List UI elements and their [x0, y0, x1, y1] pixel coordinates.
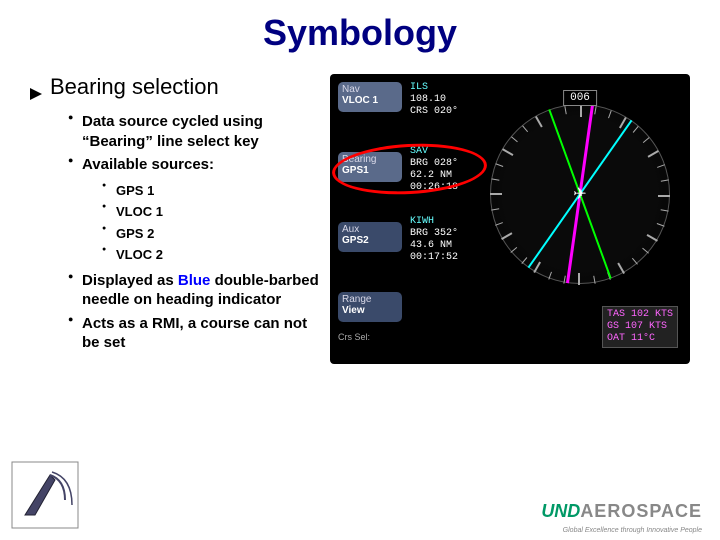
page-title: Symbology [0, 0, 720, 54]
bullet-item: Data source cycled using “Bearing” line … [68, 112, 320, 151]
section-heading-text: Bearing selection [50, 74, 219, 99]
data-line: SAV [410, 146, 458, 158]
bullet-text: Displayed as [82, 272, 178, 289]
data-line: 62.2 NM [410, 170, 458, 182]
section-heading: Bearing selection [30, 74, 320, 100]
data-line: 00:26:18 [410, 182, 458, 194]
bullet-list: Data source cycled using “Bearing” line … [30, 112, 320, 353]
highlight-text: Blue [178, 272, 211, 289]
softkey-range[interactable]: Range View [338, 292, 402, 322]
text-column: Bearing selection Data source cycled usi… [30, 74, 320, 364]
aircraft-icon: ✈ [573, 184, 586, 204]
hsi-gauge: ✈ 006 [480, 94, 680, 294]
oat-line: OAT 11°C [607, 333, 673, 345]
sub-bullet-list: GPS 1 VLOC 1 GPS 2 VLOC 2 [82, 181, 320, 265]
bullet-item: Displayed as Blue double-barbed needle o… [68, 271, 320, 310]
softkey-label: Range [342, 294, 398, 305]
data-line: 108.10 [410, 94, 458, 106]
softkey-nav[interactable]: Nav VLOC 1 [338, 82, 402, 112]
data-line: BRG 028° [410, 158, 458, 170]
data-line: CRS 020° [410, 106, 458, 118]
sub-bullet-item: GPS 2 [102, 224, 320, 244]
softkey-label: Nav [342, 84, 398, 95]
softkey-bearing[interactable]: Bearing GPS1 [338, 152, 402, 182]
sub-bullet-item: VLOC 2 [102, 245, 320, 265]
bullet-item: Available sources: GPS 1 VLOC 1 GPS 2 VL… [68, 155, 320, 265]
data-line: ILS [410, 82, 458, 94]
logo-aerospace: AEROSPACE [580, 501, 702, 521]
gs-line: GS 107 KTS [607, 321, 673, 333]
logo-und: UND [541, 501, 580, 521]
softkey-label: Bearing [342, 154, 398, 165]
speed-data-block: TAS 102 KTS GS 107 KTS OAT 11°C [602, 306, 678, 348]
softkey-value: VLOC 1 [342, 95, 398, 106]
data-line: 00:17:52 [410, 252, 458, 264]
data-line: 43.6 NM [410, 240, 458, 252]
bullet-item: Acts as a RMI, a course can not be set [68, 314, 320, 353]
sub-bullet-item: VLOC 1 [102, 202, 320, 222]
arrow-bullet-icon [30, 80, 44, 106]
logo-tagline: Global Excellence through Innovative Peo… [563, 527, 702, 534]
tas-line: TAS 102 KTS [607, 309, 673, 321]
data-line: KIWH [410, 216, 458, 228]
antenna-logo-icon [10, 460, 80, 530]
heading-readout: 006 [563, 90, 597, 106]
softkey-label: Aux [342, 224, 398, 235]
crs-select-label: Crs Sel: [338, 332, 370, 342]
softkey-value: GPS2 [342, 235, 398, 246]
softkey-aux[interactable]: Aux GPS2 [338, 222, 402, 252]
und-aerospace-logo: UNDAEROSPACE [541, 501, 702, 522]
softkey-value: GPS1 [342, 165, 398, 176]
instrument-column: Nav VLOC 1 Bearing GPS1 Aux GPS2 Range V… [320, 74, 700, 364]
bearing-data-block: SAV BRG 028° 62.2 NM 00:26:18 [410, 146, 458, 194]
data-line: BRG 352° [410, 228, 458, 240]
nav-data-block: ILS 108.10 CRS 020° [410, 82, 458, 118]
aux-data-block: KIWH BRG 352° 43.6 NM 00:17:52 [410, 216, 458, 264]
pfd-display: Nav VLOC 1 Bearing GPS1 Aux GPS2 Range V… [330, 74, 690, 364]
content-area: Bearing selection Data source cycled usi… [0, 54, 720, 364]
bullet-text: Available sources: [82, 156, 214, 173]
sub-bullet-item: GPS 1 [102, 181, 320, 201]
softkey-value: View [342, 305, 398, 316]
